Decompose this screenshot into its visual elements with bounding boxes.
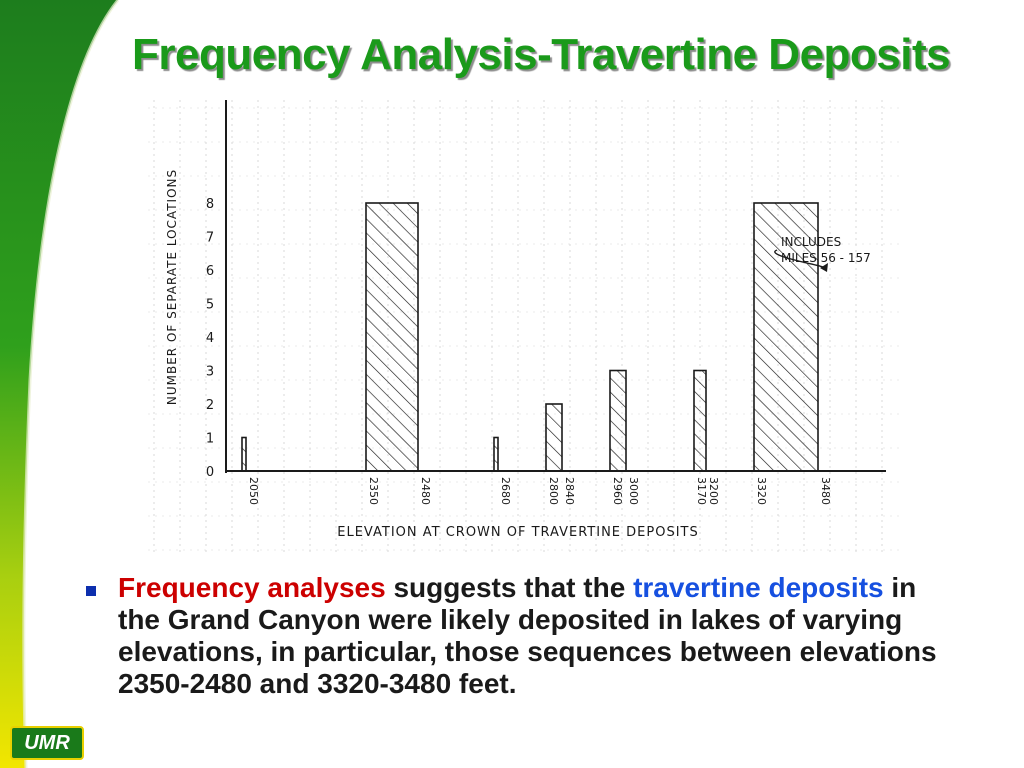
chart-bar	[545, 403, 563, 472]
y-tick-label: 4	[206, 331, 214, 346]
bullet-text-segment: in the Grand Canyon were likely deposite…	[118, 572, 937, 699]
chart-bar	[241, 436, 247, 472]
annotation-arrowhead	[820, 263, 828, 272]
x-tick-label: 3480	[819, 477, 832, 505]
bullet-text-segment: suggests that the	[385, 572, 634, 603]
decorative-gradient-stripe	[0, 0, 120, 768]
emphasis-travertine-deposits: travertine deposits	[633, 572, 884, 603]
y-tick-label: 8	[206, 197, 214, 212]
chart-bar	[493, 436, 499, 472]
chart-svg: 0 1 2 3 4 5 6 7 8 2050 2350 2480 2680 2800 2840 2960 300…	[148, 100, 900, 552]
chart-bar	[609, 369, 627, 472]
y-tick-label: 3	[206, 365, 214, 380]
bullet-marker	[86, 586, 96, 596]
x-tick-label: 2840	[563, 477, 576, 505]
x-tick-label: 3000	[627, 477, 640, 505]
x-tick-label: 2960	[611, 477, 624, 505]
frequency-chart: 0 1 2 3 4 5 6 7 8 2050 2350 2480 2680 2800 2840 2960 300…	[148, 100, 900, 552]
x-tick-label: 2050	[247, 477, 260, 505]
bullet-text: Frequency analyses suggests that the tra…	[118, 572, 966, 700]
y-tick-label: 7	[206, 231, 214, 246]
chart-bar	[693, 369, 707, 472]
x-tick-label: 2480	[419, 477, 432, 505]
x-tick-label: 3200	[707, 477, 720, 505]
x-tick-label: 2800	[547, 477, 560, 505]
x-tick-label: 2350	[367, 477, 380, 505]
slide-title: Frequency Analysis-Travertine Deposits	[132, 30, 951, 79]
y-tick-label: 5	[206, 298, 214, 313]
annotation-text: INCLUDES	[781, 235, 841, 249]
y-axis-label: NUMBER OF SEPARATE LOCATIONS	[165, 169, 179, 405]
bullet-point: Frequency analyses suggests that the tra…	[86, 572, 966, 700]
emphasis-frequency-analyses: Frequency analyses	[118, 572, 386, 603]
annotation-text: MILES 56 - 157	[781, 251, 871, 265]
chart-bar	[365, 202, 419, 472]
x-tick-label: 3320	[755, 477, 768, 505]
x-axis-label: ELEVATION AT CROWN OF TRAVERTINE DEPOSIT…	[337, 525, 698, 540]
x-tick-label: 2680	[499, 477, 512, 505]
umr-logo: UMR	[10, 726, 84, 760]
x-tick-label: 3170	[695, 477, 708, 505]
y-tick-label: 0	[206, 465, 214, 480]
y-tick-label: 1	[206, 432, 214, 447]
y-tick-label: 6	[206, 264, 214, 279]
y-tick-label: 2	[206, 398, 214, 413]
